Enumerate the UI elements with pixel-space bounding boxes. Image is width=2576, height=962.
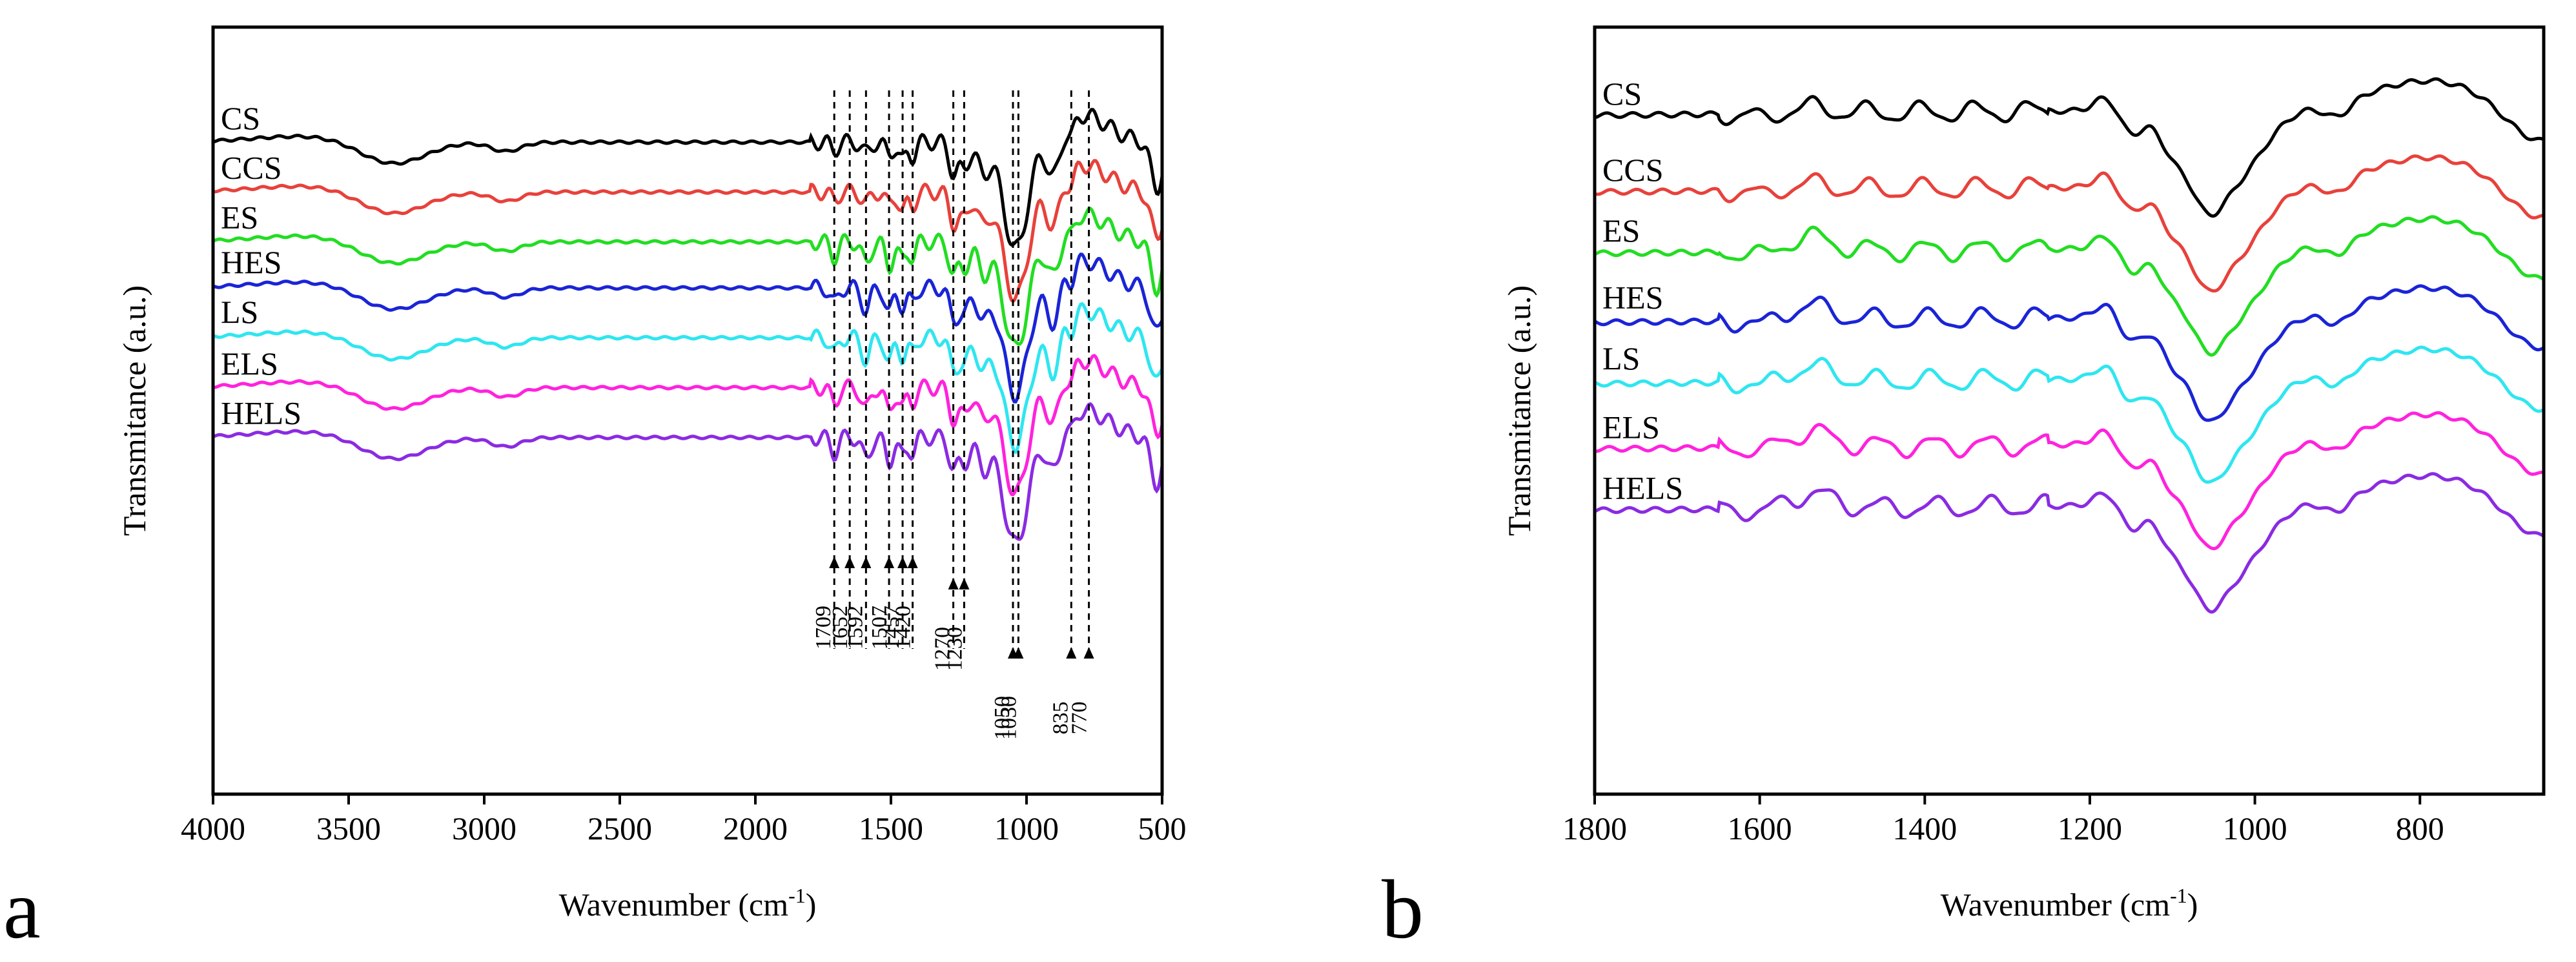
a-peak-arrow-1652: [844, 557, 855, 568]
b-series-hels-line: [1593, 472, 2545, 614]
panel-b-legend: CS CCS ES HES LS ELS HELS: [1602, 76, 1683, 506]
b-tick-label-1000: 1000: [2223, 810, 2287, 846]
a-peak-arrow-1030: [1013, 647, 1024, 659]
b-tick-label-1400: 1400: [1892, 810, 1957, 846]
a-peak-arrow-770: [1083, 647, 1094, 659]
a-peak-arrow-1270: [948, 578, 959, 589]
a-legend-ccs: CCS: [221, 150, 282, 186]
a-tick-label-4000: 4000: [181, 810, 245, 846]
a-peak-arrow-1507: [884, 557, 895, 568]
a-peak-arrow-1457: [897, 557, 908, 568]
a-peak-label-1420: 1420: [892, 606, 915, 650]
a-series-ccs-line: [212, 159, 1164, 303]
a-legend-hes: HES: [221, 244, 281, 280]
b-tick-label-1600: 1600: [1728, 810, 1792, 846]
panel-b-x-axis-label: Wavenumber (cm-1): [1941, 884, 2198, 923]
a-series-hes-line: [212, 252, 1164, 404]
panel-a-label: a: [3, 863, 41, 956]
b-series-els-line: [1594, 411, 2544, 551]
a-series-cs-line: [212, 108, 1164, 247]
panel-b-x-ticks: 1800 1600 1400 1200 1000 800: [1562, 794, 2444, 846]
a-peak-label-1507: 1507: [868, 606, 892, 650]
b-series-ls-line: [1594, 345, 2545, 484]
a-peak-arrow-1420: [907, 557, 918, 568]
b-legend-els: ELS: [1602, 409, 1660, 445]
a-tick-label-2000: 2000: [723, 810, 788, 846]
a-tick-label-3000: 3000: [452, 810, 516, 846]
b-series-es-line: [1593, 215, 2545, 357]
a-tick-label-2500: 2500: [588, 810, 652, 846]
panel-b-plot-frame: [1593, 25, 2546, 796]
a-tick-label-1000: 1000: [994, 810, 1059, 846]
panel-a-legend: CS CCS ES HES LS ELS HELS: [221, 100, 302, 431]
a-peak-label-835: 835: [1048, 702, 1072, 735]
a-legend-els: ELS: [221, 345, 278, 382]
a-legend-cs: CS: [221, 100, 260, 136]
panel-a-x-ticks: 4000 3500 3000 2500 2000 1500 1000 500: [181, 794, 1187, 846]
panel-b-chart: 1800 1600 1400 1200 1000 800 CS CCS ES HES LS ELS H…: [1382, 25, 2546, 956]
a-tick-label-1500: 1500: [859, 810, 923, 846]
a-series-ls-line: [212, 302, 1164, 455]
a-peak-label-1457: 1457: [880, 606, 904, 650]
b-legend-ls: LS: [1602, 340, 1640, 376]
a-peak-label-770: 770: [1068, 702, 1092, 735]
b-tick-label-1200: 1200: [2058, 810, 2122, 846]
b-legend-cs: CS: [1602, 76, 1642, 112]
b-legend-ccs: CCS: [1602, 152, 1664, 188]
a-tick-label-3500: 3500: [316, 810, 381, 846]
a-peak-arrow-835: [1066, 647, 1077, 659]
b-legend-hes: HES: [1602, 280, 1663, 316]
panel-b-label: b: [1382, 863, 1424, 956]
b-legend-hels: HELS: [1602, 469, 1683, 506]
a-peak-arrow-1709: [829, 557, 840, 568]
panel-a-plot-frame: [211, 25, 1164, 796]
a-peak-label-1709: 1709: [812, 606, 835, 650]
b-tick-label-800: 800: [2396, 810, 2444, 846]
a-tick-label-500: 500: [1138, 810, 1187, 846]
a-series-hels-line: [212, 402, 1164, 541]
a-legend-hels: HELS: [221, 394, 302, 431]
a-peak-label-1230: 1230: [943, 627, 966, 671]
panel-a-x-axis-label: Wavenumber (cm-1): [559, 884, 817, 923]
a-peak-arrow-1230: [959, 578, 970, 589]
panel-a-y-axis-label: Transmitance (a.u.): [116, 285, 152, 536]
panel-b-y-axis-label: Transmitance (a.u.): [1501, 285, 1537, 536]
a-peak-label-1592: 1592: [843, 606, 867, 650]
b-series-hes-line: [1593, 284, 2545, 422]
panel-a-series-group: [212, 108, 1164, 541]
a-peak-label-1270: 1270: [931, 627, 955, 671]
a-series-els-line: [213, 354, 1164, 496]
a-peak-label-1050: 1050: [990, 696, 1014, 740]
b-series-ccs-line: [1594, 154, 2544, 293]
a-legend-es: ES: [221, 199, 258, 235]
a-series-es-line: [212, 207, 1164, 346]
a-legend-ls: LS: [221, 294, 258, 330]
panel-b-series-group: [1593, 77, 2545, 614]
b-legend-es: ES: [1602, 212, 1640, 249]
b-series-cs-line: [1594, 77, 2544, 218]
b-tick-label-1800: 1800: [1562, 810, 1627, 846]
a-peak-label-1652: 1652: [828, 606, 852, 650]
a-peak-arrow-1592: [861, 557, 872, 568]
a-peak-label-1030: 1030: [997, 696, 1021, 740]
